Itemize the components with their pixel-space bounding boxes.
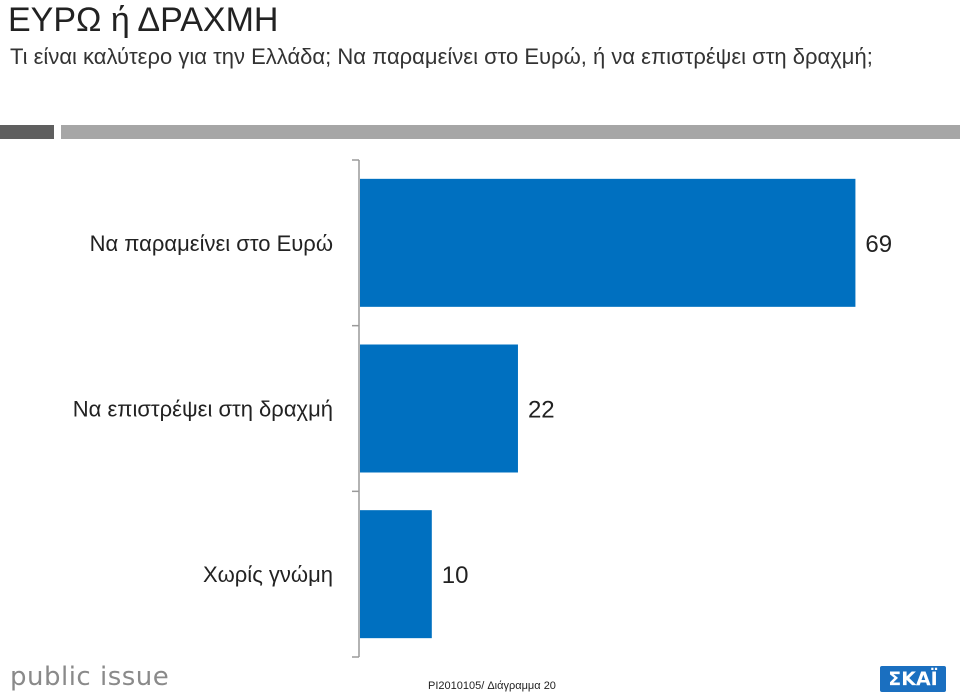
skai-logo: ΣΚΑΪ [880,666,946,692]
header-divider-light [61,125,960,139]
bar [360,510,432,639]
bar [360,344,518,473]
category-label: Να παραμείνει στο Ευρώ [90,231,333,256]
category-label: Να επιστρέψει στη δραχμή [73,397,333,422]
header-divider-dark [0,125,54,139]
question-text: Τι είναι καλύτερο για την Ελλάδα; Να παρ… [10,44,873,69]
diagram-code: PI2010105/ Διάγραμμα 20 [428,680,556,692]
public-issue-logo: public issue [10,662,170,692]
bar [360,178,856,307]
value-label: 22 [528,397,555,424]
page-title: ΕΥΡΩ ή ΔΡΑΧΜΗ [8,1,279,39]
value-label: 69 [865,231,892,258]
value-label: 10 [442,562,469,589]
category-label: Χωρίς γνώμη [203,562,333,587]
